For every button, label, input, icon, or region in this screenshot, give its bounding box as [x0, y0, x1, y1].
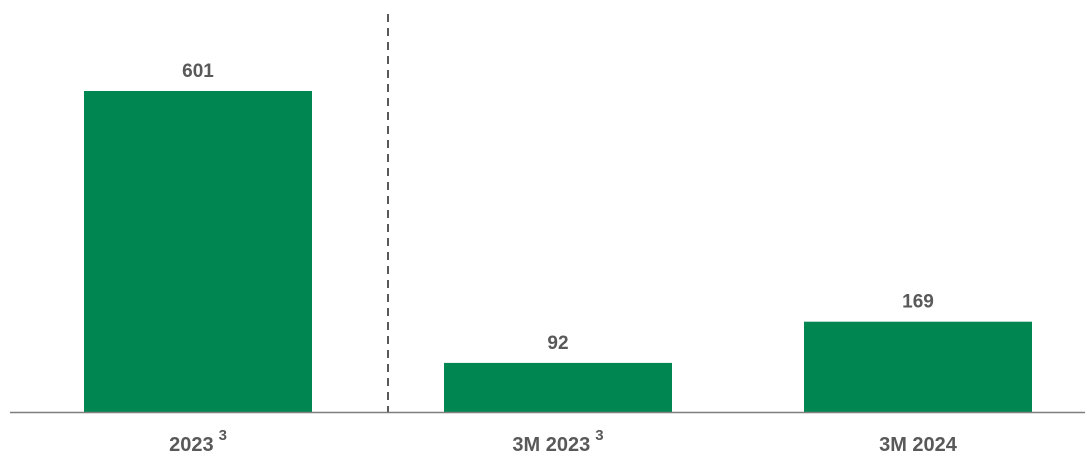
category-label: 3M 2024: [879, 434, 958, 456]
category-label: 3M 2023 3: [512, 427, 603, 456]
bars-layer: [84, 91, 1032, 412]
data-label: 169: [902, 292, 934, 313]
footnote-marker: 3: [595, 427, 603, 444]
bar-3m-2024: [804, 321, 1032, 412]
bar-2023: [84, 91, 312, 412]
data-label: 92: [547, 333, 568, 354]
bar-3m-2023: [444, 362, 672, 412]
footnote-marker: 3: [219, 427, 227, 444]
category-label: 2023 3: [169, 427, 227, 456]
data-label: 601: [182, 61, 214, 82]
